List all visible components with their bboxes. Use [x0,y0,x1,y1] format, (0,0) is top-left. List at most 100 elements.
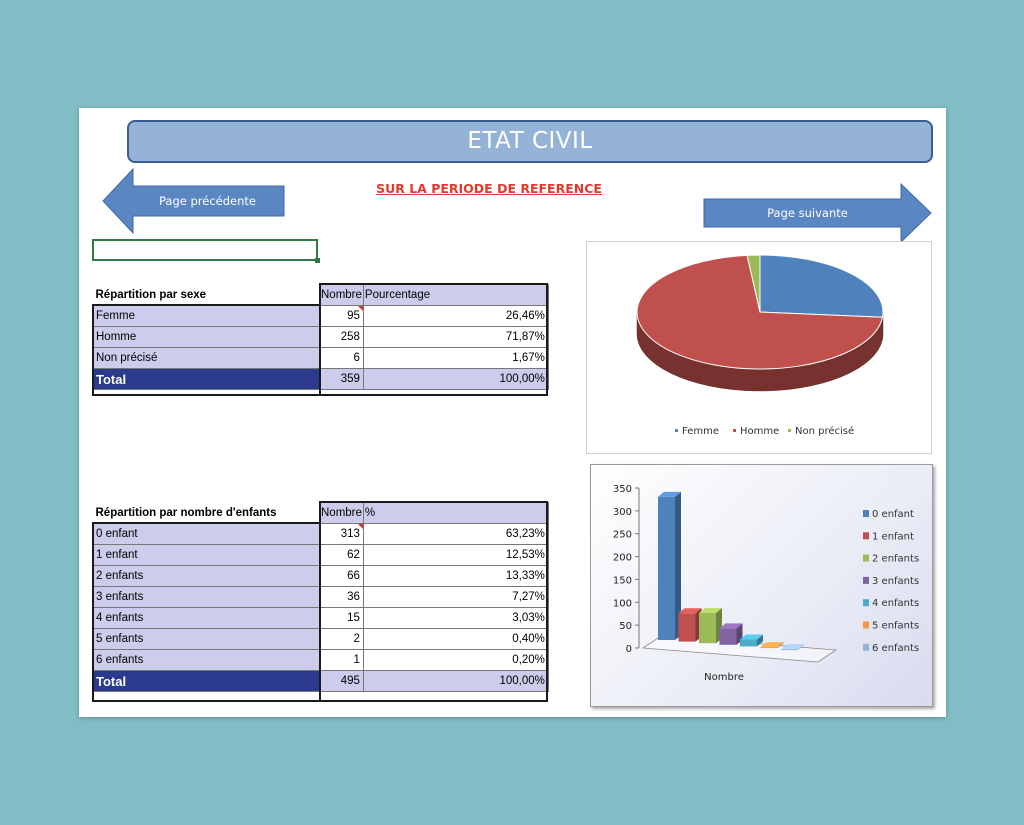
pie-slice-non-précisé[interactable] [746,254,761,313]
y-tick-label: 100 [613,598,632,609]
bar-front [678,613,696,642]
bar-4-enfants[interactable] [740,634,763,647]
pie-slice-femme[interactable] [759,254,884,318]
bar-side [777,642,784,648]
next-page-button[interactable]: Page suivante [703,183,932,243]
legend-swatch [863,576,869,584]
row-pct[interactable]: 26,46% [362,305,549,327]
bar-top [740,634,763,640]
row-nombre[interactable]: 95 [319,305,364,327]
total-nombre[interactable]: 495 [319,670,364,692]
cell-value: 313 [340,528,360,540]
total-label[interactable]: Total [92,670,320,692]
row-nombre[interactable]: 15 [319,607,364,629]
row-pct[interactable]: 3,03% [362,607,549,629]
bar-chart-plot: 0 50 100 150 200 250 300 350 Nombre 0 enfant 1 enf… [613,484,919,683]
y-tick-label: 300 [613,507,632,518]
row-pct[interactable]: 7,27% [362,586,549,608]
bar-3-enfants[interactable] [719,623,743,645]
row-pct[interactable]: 0,20% [362,649,549,671]
bar-front [781,649,798,651]
total-nombre[interactable]: 359 [319,368,364,390]
row-label[interactable]: Non précisé [92,347,320,369]
row-pct[interactable]: 0,40% [362,628,549,650]
table-row: Non précisé 6 1,67% [92,347,549,369]
sexe-pie-chart[interactable]: Femme Homme Non précisé [586,241,932,454]
row-nombre[interactable]: 2 [319,628,364,650]
total-pct[interactable]: 100,00% [362,368,549,390]
legend-swatch [863,621,869,629]
page-title: ETAT CIVIL [127,120,933,163]
table-row: 0 enfant 313 63,23% [92,523,549,545]
total-label[interactable]: Total [92,368,320,390]
prev-page-button[interactable]: Page précédente [101,168,286,234]
table-header-row: Répartition par nombre d'enfants Nombre … [92,502,549,524]
legend-swatch [863,599,869,607]
row-label[interactable]: 3 enfants [92,586,320,608]
bar-5-enfants[interactable] [760,642,784,649]
legend-label: 1 enfant [872,531,914,542]
table-row: Homme 258 71,87% [92,326,549,348]
comment-indicator[interactable] [357,306,363,311]
bar-front [760,647,778,649]
total-pct[interactable]: 100,00% [362,670,549,692]
bar-front [719,628,737,645]
row-nombre[interactable]: 1 [319,649,364,671]
row-nombre[interactable]: 313 [319,523,364,545]
y-tick-label: 200 [613,553,632,564]
row-nombre[interactable]: 62 [319,544,364,566]
row-label[interactable]: 5 enfants [92,628,320,650]
bar-2-enfants[interactable] [699,608,722,644]
legend-swatch [733,429,736,432]
legend-swatch [788,429,791,432]
enfants-bar-chart[interactable]: 0 50 100 150 200 250 300 350 Nombre 0 enfant 1 enf… [590,464,933,707]
bar-top [658,491,681,497]
row-label[interactable]: Homme [92,326,320,348]
row-pct[interactable]: 13,33% [362,565,549,587]
bar-6-enfants[interactable] [781,644,804,651]
total-row: Total 495 100,00% [92,670,549,692]
period-subtitle: SUR LA PERIODE DE REFERENCE [376,181,602,196]
bar-1-enfant[interactable] [678,608,702,642]
y-tick-label: 150 [613,575,632,586]
comment-indicator[interactable] [357,524,363,529]
prev-page-label: Page précédente [159,194,256,208]
enfants-table: Répartition par nombre d'enfants Nombre … [92,502,549,692]
row-label[interactable]: 2 enfants [92,565,320,587]
legend-label: 5 enfants [872,621,919,632]
row-label[interactable]: Femme [92,305,320,327]
pie-legend: Femme Homme Non précisé [675,425,854,437]
bar-top [719,623,743,629]
selected-cell[interactable] [92,239,320,263]
row-nombre[interactable]: 258 [319,326,364,348]
row-label[interactable]: 6 enfants [92,649,320,671]
legend-swatch [863,643,869,651]
legend-swatch [863,554,869,562]
row-pct[interactable]: 71,87% [362,326,549,348]
bar-top [760,642,784,648]
col-header-percent[interactable]: % [362,502,549,524]
row-pct[interactable]: 63,23% [362,523,549,545]
y-tick-label: 50 [619,621,632,632]
row-label[interactable]: 0 enfant [92,523,320,545]
row-label[interactable]: 4 enfants [92,607,320,629]
bar-0-enfant[interactable] [658,491,681,640]
bar-legend: 0 enfant 1 enfant 2 enfants 3 enfants 4 enfa… [863,509,919,654]
row-nombre[interactable]: 66 [319,565,364,587]
col-header-nombre[interactable]: Nombre [319,502,364,524]
bar-top [699,608,722,614]
legend-swatch [863,510,869,517]
row-pct[interactable]: 12,53% [362,544,549,566]
col-header-nombre[interactable]: Nombre [319,284,364,306]
legend-label: 0 enfant [872,509,914,520]
pie-slice-homme[interactable] [636,254,884,370]
bar-top [678,608,702,614]
row-nombre[interactable]: 36 [319,586,364,608]
row-pct[interactable]: 1,67% [362,347,549,369]
total-row: Total 359 100,00% [92,368,549,390]
row-nombre[interactable]: 6 [319,347,364,369]
row-label[interactable]: 1 enfant [92,544,320,566]
col-header-pourcentage[interactable]: Pourcentage [362,284,549,306]
table-header-row: Répartition par sexe Nombre Pourcentage [92,284,549,306]
bar-front [699,613,716,644]
